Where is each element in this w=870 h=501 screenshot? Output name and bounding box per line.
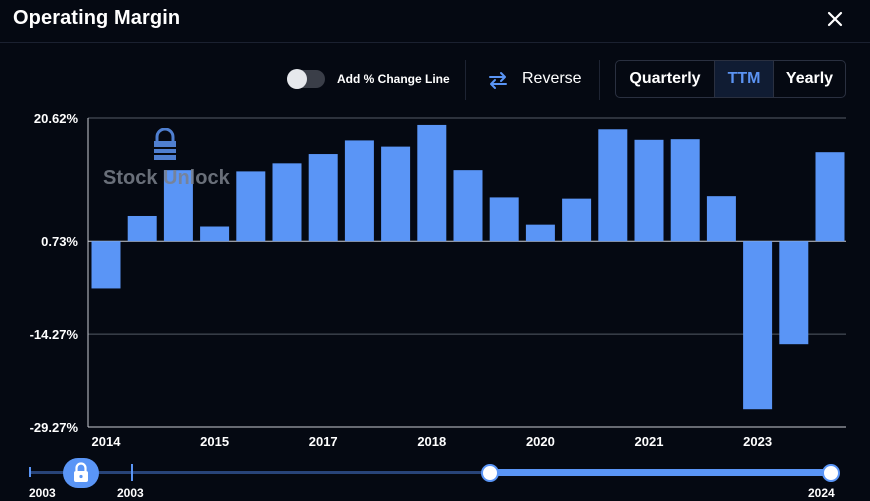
swap-arrows-icon bbox=[489, 72, 507, 89]
chart-bar bbox=[598, 129, 628, 242]
x-tick-label: 2014 bbox=[92, 434, 122, 449]
period-divider bbox=[714, 61, 715, 97]
y-tick-label: 20.62% bbox=[34, 111, 79, 126]
chart-bar bbox=[489, 197, 519, 242]
watermark-text: Stock Unlock bbox=[103, 167, 230, 189]
lock-range-button[interactable] bbox=[63, 458, 99, 488]
x-tick-label: 2023 bbox=[743, 434, 772, 449]
period-quarterly-button[interactable]: Quarterly bbox=[629, 70, 701, 87]
toolbar-divider bbox=[465, 60, 466, 100]
chart-bar bbox=[525, 224, 555, 242]
period-selector: Quarterly TTM Yearly bbox=[615, 60, 846, 98]
chart-bar bbox=[743, 241, 773, 410]
modal-header: Operating Margin bbox=[0, 0, 870, 43]
period-divider bbox=[773, 61, 774, 97]
chart-bar bbox=[127, 215, 157, 242]
y-tick-label: 0.73% bbox=[41, 234, 78, 249]
x-tick-label: 2021 bbox=[635, 434, 664, 449]
x-tick-label: 2017 bbox=[309, 434, 338, 449]
toggle-knob bbox=[287, 69, 307, 89]
chart-bar bbox=[562, 198, 592, 242]
period-yearly-button[interactable]: Yearly bbox=[785, 70, 834, 87]
chart-bar bbox=[308, 154, 338, 242]
chart-bar bbox=[453, 170, 483, 242]
slider-min-tick bbox=[29, 467, 31, 477]
chart-bar bbox=[815, 152, 845, 242]
slider-selected-range bbox=[489, 469, 830, 476]
chart-bar bbox=[381, 146, 411, 242]
chart-bar bbox=[236, 171, 266, 242]
y-tick-label: -14.27% bbox=[30, 327, 79, 342]
change-line-label: Add % Change Line bbox=[337, 72, 450, 86]
chart-bar bbox=[417, 124, 447, 242]
close-icon bbox=[827, 11, 843, 27]
chart-bar bbox=[91, 241, 121, 289]
chart-bar bbox=[634, 139, 664, 242]
x-tick-label: 2015 bbox=[200, 434, 229, 449]
change-line-toggle[interactable] bbox=[287, 69, 325, 89]
x-tick-label: 2020 bbox=[526, 434, 555, 449]
chart-bar bbox=[163, 170, 193, 242]
page-title: Operating Margin bbox=[13, 7, 181, 29]
operating-margin-chart: 20.62% 0.73% -14.27% -29.27% 2014 2015 2017 201… bbox=[30, 111, 846, 449]
period-ttm-button[interactable]: TTM bbox=[715, 61, 773, 97]
slider-end-label: 2024 bbox=[808, 486, 835, 500]
reverse-label: Reverse bbox=[522, 70, 582, 87]
chart-bar bbox=[779, 241, 809, 345]
date-range-slider[interactable]: 2003 2003 2024 bbox=[0, 455, 870, 501]
close-button[interactable] bbox=[822, 6, 848, 32]
chart-bar bbox=[670, 139, 700, 242]
slider-start-tick bbox=[131, 464, 133, 481]
chart-bar bbox=[272, 163, 302, 242]
x-tick-label: 2018 bbox=[417, 434, 446, 449]
stock-unlock-logo-icon bbox=[151, 127, 179, 167]
slider-start-label: 2003 bbox=[117, 486, 144, 500]
chart-bar bbox=[344, 140, 374, 242]
toolbar-divider bbox=[599, 60, 600, 100]
range-start-handle[interactable] bbox=[481, 464, 499, 482]
y-tick-label: -29.27% bbox=[30, 420, 79, 435]
chart-bar bbox=[706, 196, 736, 242]
lock-icon bbox=[74, 462, 88, 482]
chart-bar bbox=[200, 226, 230, 242]
range-end-handle[interactable] bbox=[822, 464, 840, 482]
slider-min-label: 2003 bbox=[29, 486, 56, 500]
slider-track bbox=[30, 471, 832, 474]
